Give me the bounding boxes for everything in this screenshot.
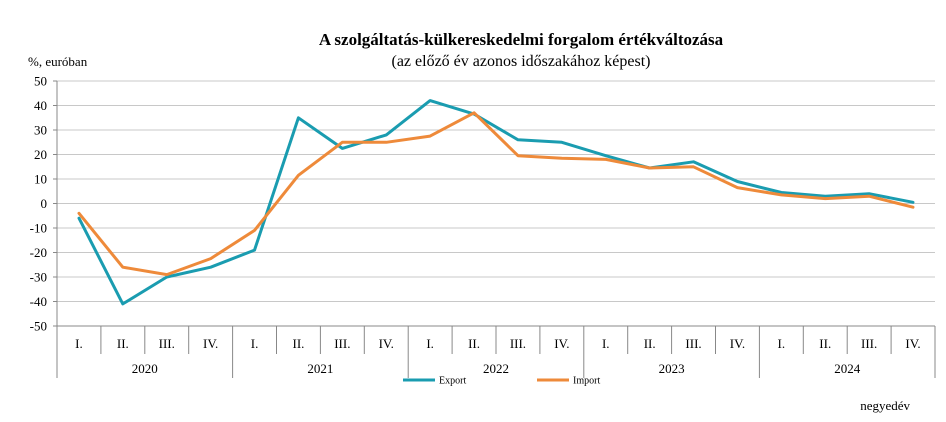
- y-tick-label: -10: [30, 221, 47, 236]
- x-tick-label-quarter: III.: [861, 336, 877, 351]
- x-tick-label-quarter: III.: [159, 336, 175, 351]
- y-tick-label: -40: [30, 294, 47, 309]
- y-tick-label: 40: [34, 98, 47, 113]
- x-tick-label-quarter: II.: [292, 336, 304, 351]
- x-tick-label-quarter: II.: [117, 336, 129, 351]
- legend: Export Import: [403, 376, 600, 387]
- series-line-import: [77, 111, 915, 277]
- y-axis-ticks: 50 40 30 20 10 0 -10 -20 -30 -40 -50: [30, 74, 57, 334]
- x-tick-label-quarter: II.: [468, 336, 480, 351]
- x-tick-label-quarter: I.: [75, 336, 83, 351]
- x-tick-label-quarter: IV.: [905, 336, 920, 351]
- x-tick-label-quarter: IV.: [730, 336, 745, 351]
- y-tick-label: 30: [34, 123, 47, 138]
- x-tick-label-quarter: IV.: [203, 336, 218, 351]
- x-tick-label-year: 2020: [132, 361, 158, 376]
- y-tick-label: 0: [41, 196, 48, 211]
- x-tick-label-quarter: I.: [602, 336, 610, 351]
- x-tick-label-quarter: I.: [426, 336, 434, 351]
- x-tick-label-year: 2021: [307, 361, 333, 376]
- x-tick-label-quarter: II.: [819, 336, 831, 351]
- x-tick-label-quarter: III.: [334, 336, 350, 351]
- x-tick-label-year: 2023: [659, 361, 685, 376]
- series-line-export: [77, 99, 915, 306]
- chart-subtitle: (az előző év azonos időszakához képest): [392, 53, 651, 70]
- chart-title: A szolgáltatás-külkereskedelmi forgalom …: [319, 30, 724, 49]
- x-axis-label: negyedév: [860, 398, 910, 413]
- x-tick-label-quarter: IV.: [379, 336, 394, 351]
- x-tick-label-quarter: III.: [510, 336, 526, 351]
- y-tick-label: 50: [34, 74, 47, 89]
- y-tick-label: -50: [30, 319, 47, 334]
- x-tick-label-quarter: III.: [685, 336, 701, 351]
- y-tick-label: 10: [34, 172, 47, 187]
- legend-label-export: Export: [439, 376, 466, 387]
- x-axis: I. II. III. IV. I. II. III. IV. I. II. III. IV. I. II…: [56, 81, 936, 378]
- x-tick-label-quarter: IV.: [554, 336, 569, 351]
- x-tick-label-quarter: I.: [778, 336, 786, 351]
- series-lines: [77, 99, 915, 306]
- grid-lines: [57, 80, 935, 327]
- y-tick-label: 20: [34, 147, 47, 162]
- x-tick-label-year: 2024: [834, 361, 861, 376]
- legend-label-import: Import: [573, 376, 600, 387]
- y-axis-label: %, euróban: [28, 54, 88, 69]
- x-tick-label-year: 2022: [483, 361, 509, 376]
- x-tick-label-quarter: II.: [644, 336, 656, 351]
- y-tick-label: -20: [30, 245, 47, 260]
- y-tick-label: -30: [30, 270, 47, 285]
- x-tick-label-quarter: I.: [251, 336, 259, 351]
